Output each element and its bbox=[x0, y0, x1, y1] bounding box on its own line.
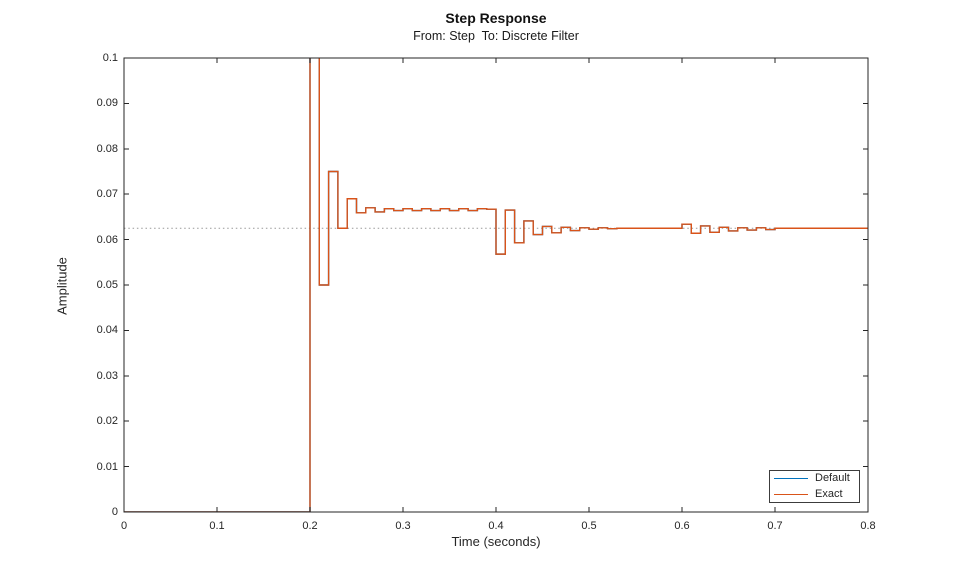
legend-entry-exact[interactable]: Exact bbox=[770, 487, 859, 502]
legend-label-default: Default bbox=[815, 472, 850, 485]
x-tick-label: 0.5 bbox=[581, 520, 597, 532]
y-tick-label: 0.07 bbox=[96, 188, 118, 201]
y-tick-label: 0.03 bbox=[96, 369, 118, 382]
series-line-exact[interactable] bbox=[124, 0, 868, 512]
legend-entry-default[interactable]: Default bbox=[770, 471, 859, 486]
legend-line-sample-default bbox=[774, 478, 808, 480]
x-axis-label: Time (seconds) bbox=[451, 534, 541, 549]
x-tick-label: 0.7 bbox=[767, 520, 783, 532]
y-tick-label: 0.04 bbox=[96, 324, 118, 337]
x-tick-label: 0.1 bbox=[209, 520, 225, 532]
y-tick-label: 0.08 bbox=[96, 142, 118, 155]
x-tick-label: 0 bbox=[120, 520, 128, 532]
y-tick-label: 0.1 bbox=[102, 52, 118, 64]
chart-subtitle: From: Step To: Discrete Filter bbox=[413, 29, 579, 43]
y-tick-label: 0.06 bbox=[96, 233, 118, 246]
axes-box bbox=[123, 57, 869, 513]
series-line-default[interactable] bbox=[124, 0, 868, 512]
x-tick-label: 0.4 bbox=[488, 520, 504, 532]
x-tick-label: 0.6 bbox=[674, 520, 690, 532]
y-tick-label: 0.09 bbox=[96, 97, 118, 110]
y-tick-label: 0.05 bbox=[96, 279, 118, 291]
legend-label-exact: Exact bbox=[815, 487, 843, 500]
y-tick-label: 0 bbox=[111, 506, 118, 518]
legend-line-sample-exact bbox=[774, 493, 808, 495]
x-tick-label: 0.8 bbox=[860, 520, 876, 532]
x-tick-label: 0.3 bbox=[395, 520, 411, 532]
y-tick-label: 0.02 bbox=[96, 415, 118, 428]
chart-title: Step Response bbox=[445, 10, 547, 26]
x-tick-label: 0.2 bbox=[302, 520, 318, 532]
legend[interactable]: Default Exact bbox=[769, 470, 860, 503]
y-tick-label: 0.01 bbox=[96, 460, 118, 473]
